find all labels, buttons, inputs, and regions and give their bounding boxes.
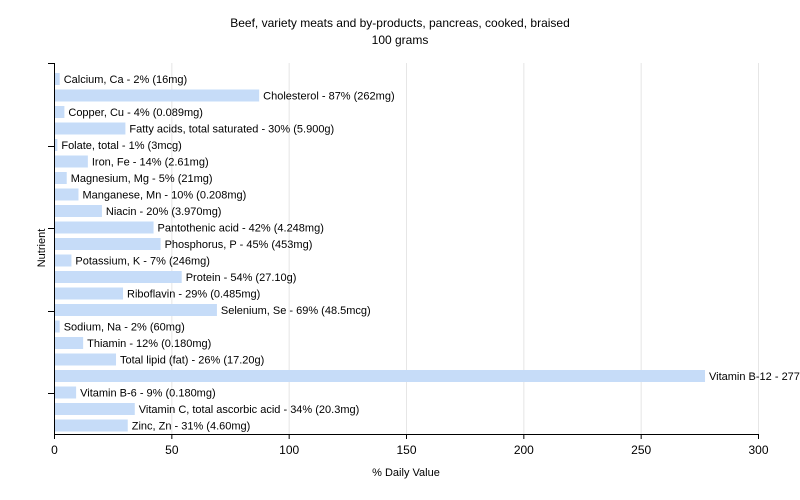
bar: [55, 73, 60, 85]
y-axis-label: Nutrient: [36, 229, 48, 268]
bar: [55, 139, 58, 151]
bar: [55, 337, 84, 349]
bar-label: Calcium, Ca - 2% (16mg): [64, 74, 187, 86]
x-tick-label: 0: [51, 443, 58, 457]
bar: [55, 155, 88, 168]
x-tick-label: 150: [396, 443, 416, 457]
bar-label: Thiamin - 12% (0.180mg): [87, 338, 211, 350]
bar-label: Potassium, K - 7% (246mg): [75, 256, 210, 268]
bar-label: Vitamin B-6 - 9% (0.180mg): [80, 388, 216, 400]
bar: [55, 287, 124, 300]
x-axis-label: % Daily Value: [372, 467, 440, 479]
x-tick-label: 200: [514, 443, 534, 457]
bar: [55, 304, 217, 316]
bar-label: Zinc, Zn - 31% (4.60mg): [132, 421, 251, 433]
x-axis-ticks: 0 50 100 150 200 250 300: [51, 434, 769, 457]
bar-label: Vitamin C, total ascorbic acid - 34% (20…: [139, 404, 360, 416]
chart-subtitle: 100 grams: [372, 33, 429, 47]
bar-label: Fatty acids, total saturated - 30% (5.90…: [129, 124, 334, 136]
bar-label: Folate, total - 1% (3mcg): [61, 140, 181, 152]
bar: [55, 122, 126, 135]
bar: [55, 386, 77, 399]
bar-label: Total lipid (fat) - 26% (17.20g): [120, 355, 264, 367]
bar: [55, 238, 161, 250]
x-tick-label: 100: [279, 443, 299, 457]
x-tick-label: 250: [631, 443, 651, 457]
bar: [55, 353, 117, 366]
bar: [55, 205, 102, 217]
bar-label: Vitamin B-12 - 277% (16.60mcg): [709, 371, 800, 383]
x-tick-label: 50: [165, 443, 179, 457]
bar-label: Selenium, Se - 69% (48.5mcg): [221, 305, 371, 317]
bar-label: Protein - 54% (27.10g): [186, 272, 297, 284]
bar-label: Phosphorus, P - 45% (453mg): [165, 239, 313, 251]
bar: [55, 106, 65, 118]
bar-label: Iron, Fe - 14% (2.61mg): [92, 157, 209, 169]
bar: [55, 254, 72, 267]
bar: [55, 172, 67, 184]
y-axis-ticks: [48, 63, 54, 394]
bar: [55, 320, 60, 333]
bar-label: Niacin - 20% (3.970mg): [106, 206, 222, 218]
bar-label: Pantothenic acid - 42% (4.248mg): [158, 223, 324, 235]
bar-labels: Calcium, Ca - 2% (16mg) Cholesterol - 87%…: [61, 74, 800, 433]
bar-label: Riboflavin - 29% (0.485mg): [127, 289, 260, 301]
bar: [55, 188, 79, 201]
bar: [55, 271, 182, 283]
bar-label: Cholesterol - 87% (262mg): [263, 91, 394, 103]
bar: [55, 221, 154, 234]
x-tick-label: 300: [748, 443, 768, 457]
bar-label: Magnesium, Mg - 5% (21mg): [71, 173, 213, 185]
bars: [55, 73, 706, 432]
bar: [55, 419, 128, 432]
bar: [55, 89, 260, 102]
bar-label: Manganese, Mn - 10% (0.208mg): [82, 190, 246, 202]
bar-label: Copper, Cu - 4% (0.089mg): [68, 107, 203, 119]
bar-label: Sodium, Na - 2% (60mg): [64, 322, 185, 334]
chart-title: Beef, variety meats and by-products, pan…: [230, 16, 570, 30]
bar: [55, 403, 135, 415]
bar: [55, 370, 706, 382]
